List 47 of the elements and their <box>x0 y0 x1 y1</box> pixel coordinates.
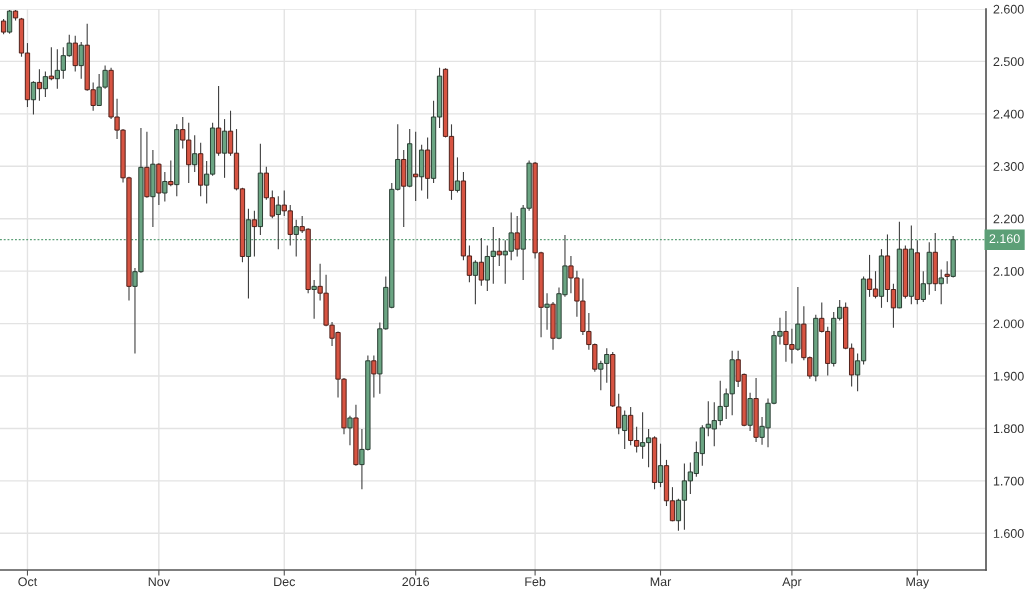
candlestick <box>162 171 168 202</box>
candlestick <box>36 68 43 102</box>
candlestick <box>938 269 944 305</box>
candlestick <box>657 443 664 488</box>
y-tick-label: 1.600 <box>993 529 1024 538</box>
candlestick <box>168 159 174 187</box>
candlestick <box>371 355 377 399</box>
candlestick <box>221 118 228 179</box>
candlestick <box>544 292 550 331</box>
x-tick-label: 2016 <box>402 577 430 587</box>
x-tick-label: Oct <box>18 577 38 587</box>
candlestick <box>30 80 37 115</box>
y-tick-label: 1.700 <box>993 476 1024 486</box>
x-tick-label: May <box>906 577 930 589</box>
candlestick <box>48 46 54 81</box>
candlestick <box>472 259 479 305</box>
y-tick-label: 2.400 <box>993 109 1024 119</box>
candlestick <box>496 237 502 267</box>
y-tick-label: 2.300 <box>993 162 1024 171</box>
candlestick <box>514 215 520 258</box>
x-tick-label: Nov <box>148 577 170 587</box>
x-tick-label: Mar <box>650 577 672 587</box>
y-tick-label: 1.800 <box>993 424 1024 434</box>
candlestick <box>311 279 317 320</box>
candlestick <box>347 415 353 446</box>
candlestick <box>78 41 84 80</box>
x-tick-label: Dec <box>274 577 296 587</box>
y-tick-label: 1.900 <box>993 371 1024 381</box>
y-tick-label: 2.600 <box>993 4 1024 14</box>
candlestick <box>42 70 49 98</box>
candlestick <box>6 9 13 35</box>
ref-line-label: 2.160 <box>989 234 1020 244</box>
y-tick-label: 2.200 <box>993 214 1024 224</box>
candlestick <box>622 410 628 450</box>
candlestick <box>275 195 281 250</box>
y-tick-label: 2.000 <box>993 319 1024 329</box>
y-tick-label: 2.500 <box>993 57 1024 67</box>
x-tick-label: Feb <box>525 576 546 587</box>
candlestick <box>478 237 484 287</box>
y-tick-label: 2.100 <box>993 266 1024 276</box>
candlestick <box>192 134 198 173</box>
candlestick <box>293 219 299 258</box>
candlestick <box>944 260 950 285</box>
candlestick <box>251 210 258 258</box>
candlestick <box>454 156 461 194</box>
candlestick <box>72 35 78 72</box>
x-tick-label: Apr <box>782 577 802 589</box>
